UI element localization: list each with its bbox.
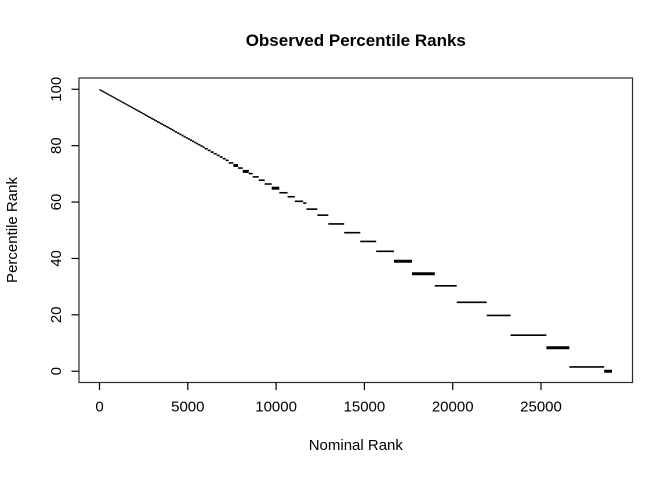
y-tick-label-1: 20 [48, 306, 65, 323]
x-tick-label-1: 5000 [171, 399, 204, 416]
staircase-series [99, 89, 612, 373]
y-tick-label-4: 80 [48, 137, 65, 154]
plot-title: Observed Percentile Ranks [246, 31, 466, 50]
y-tick-label-3: 60 [48, 194, 65, 211]
x-tick-label-3: 15000 [344, 399, 386, 416]
x-tick-label-4: 20000 [432, 399, 474, 416]
x-tick-label-2: 10000 [255, 399, 297, 416]
y-tick-label-5: 100 [48, 77, 65, 102]
x-axis-label: Nominal Rank [309, 437, 404, 454]
y-axis-label: Percentile Rank [4, 177, 21, 283]
x-tick-label-0: 0 [95, 399, 103, 416]
y-tick-label-2: 40 [48, 250, 65, 267]
y-tick-label-0: 0 [48, 367, 65, 375]
plot-box [78, 77, 634, 384]
axis-ticks: 0 5000 10000 15000 20000 25000 0 20 40 60 80 100 [48, 77, 562, 416]
x-tick-label-5: 25000 [520, 399, 562, 416]
